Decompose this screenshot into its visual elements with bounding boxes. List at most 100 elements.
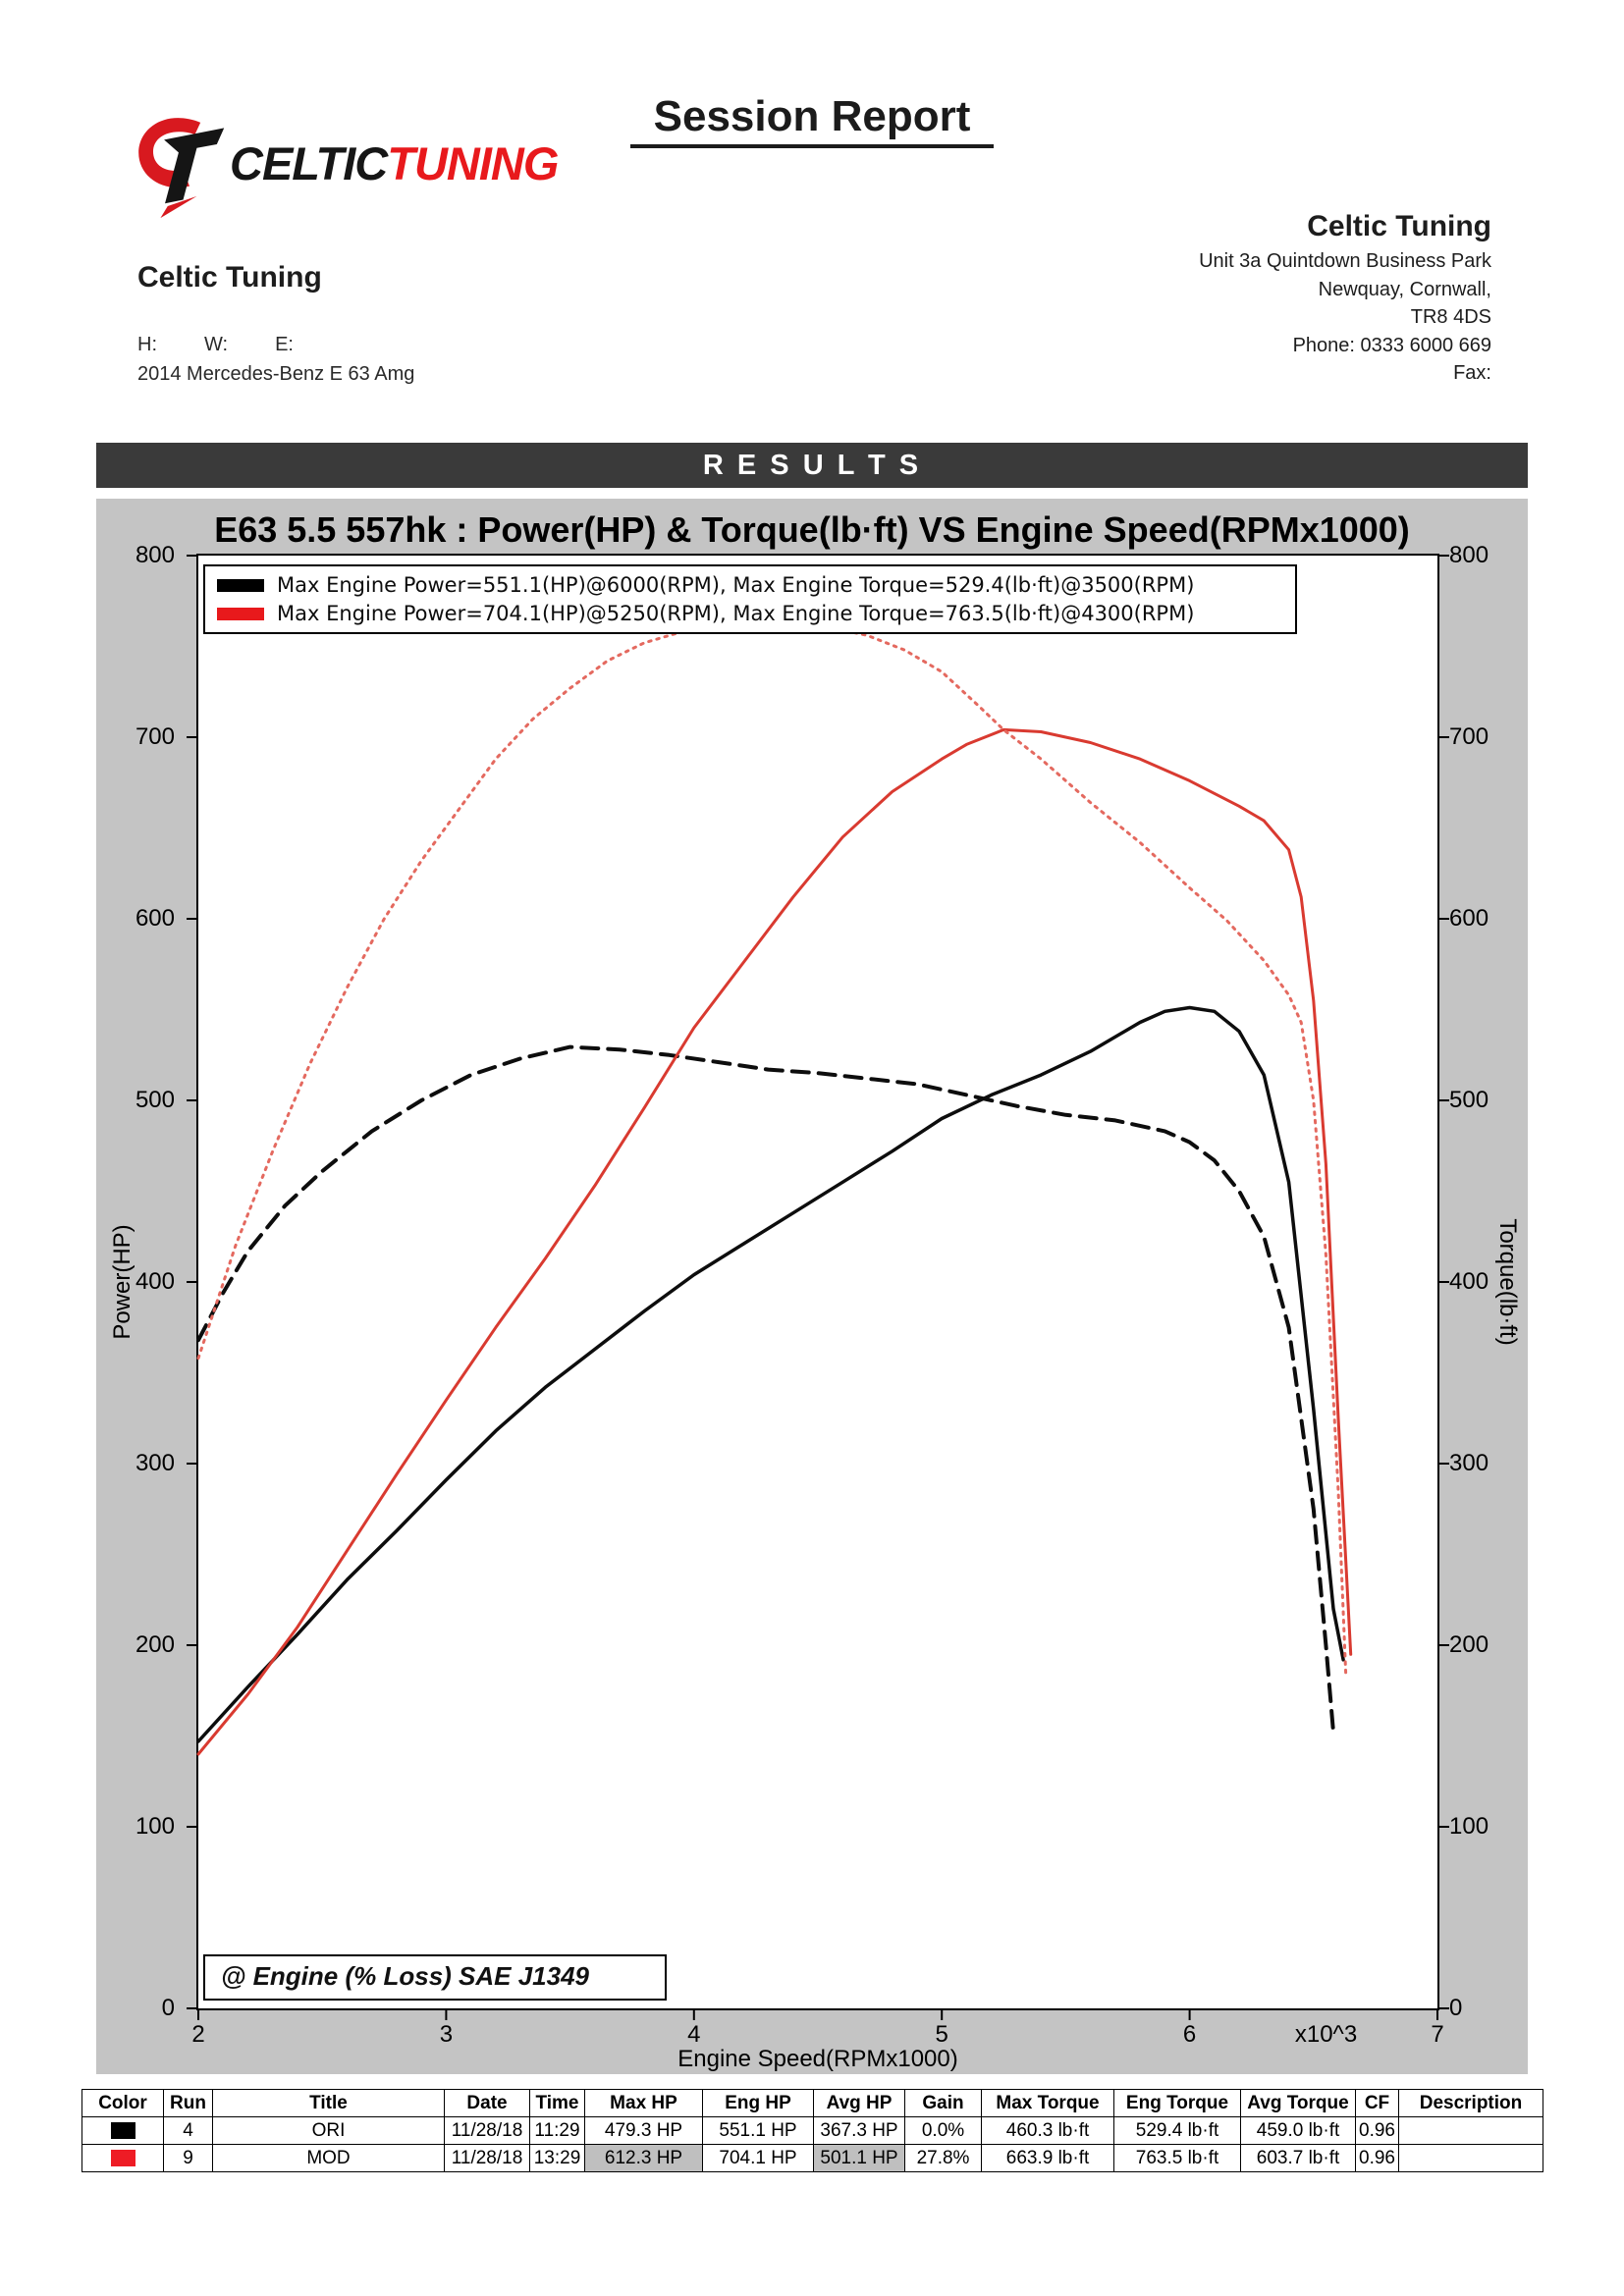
- table-cell: 11/28/18: [444, 2144, 530, 2172]
- results-banner: R E S U L T S: [96, 443, 1528, 488]
- vehicle-name: 2014 Mercedes-Benz E 63 Amg: [137, 363, 415, 385]
- x-axis-label: Engine Speed(RPMx1000): [677, 2046, 958, 2072]
- y-tick-label-right: 600: [1449, 905, 1489, 932]
- table-header-gain: Gain: [904, 2089, 982, 2117]
- table-header-cf: CF: [1355, 2089, 1399, 2117]
- table-cell: 460.3 lb·ft: [981, 2116, 1114, 2145]
- celtic-tuning-emblem-icon: [138, 118, 225, 219]
- y-tick-label-right: 300: [1449, 1450, 1489, 1476]
- table-cell: MOD: [212, 2144, 445, 2172]
- table-cell: [1398, 2116, 1543, 2145]
- y-tick-label-right: 0: [1449, 1995, 1463, 2021]
- curve-ori-power: [196, 1005, 1345, 1743]
- table-cell: 663.9 lb·ft: [981, 2144, 1114, 2172]
- curve-mod-power: [196, 727, 1353, 1756]
- address-line: Newquay, Cornwall,: [1318, 278, 1491, 300]
- x-axis-ticks: 2 3 4 5 6 7 x10^3: [191, 2021, 1443, 2051]
- dyno-chart: E63 5.5 557hk : Power(HP) & Torque(lb·ft…: [96, 499, 1528, 2074]
- legend-label: Max Engine Power=551.1(HP)@6000(RPM), Ma…: [277, 573, 1195, 597]
- dealer-name: Celtic Tuning: [137, 261, 322, 294]
- legend-color-swatch: [217, 607, 264, 620]
- table-header-run: Run: [163, 2089, 213, 2117]
- customer-info-block: Celtic Tuning H: W: E: 2014 Mercedes-Benz …: [137, 261, 414, 386]
- label-h: H:: [137, 334, 157, 355]
- table-header-date: Date: [444, 2089, 530, 2117]
- company-address-lines: Unit 3a Quintdown Business Park Newquay, …: [1199, 247, 1491, 388]
- table-cell: 704.1 HP: [702, 2144, 814, 2172]
- y-tick-label-left: 300: [135, 1450, 175, 1476]
- table-cell: 0.96: [1355, 2144, 1399, 2172]
- brand-celtic: CELTIC: [230, 137, 388, 189]
- table-row-mod: 9 MOD 11/28/18 13:29 612.3 HP 704.1 HP 501.1 H…: [81, 2144, 1543, 2172]
- table-cell: 0.96: [1355, 2116, 1399, 2145]
- table-cell: 763.5 lb·ft: [1113, 2144, 1241, 2172]
- x-tick-label: 4: [687, 2021, 701, 2048]
- table-row-ori: 4 ORI 11/28/18 11:29 479.3 HP 551.1 HP 367.3 H…: [81, 2116, 1543, 2145]
- y-tick-label-right: 400: [1449, 1268, 1489, 1295]
- runs-table: Color Run Title Date Time Max HP Eng HP Avg HP G…: [81, 2089, 1543, 2172]
- curve-ori-torque: [196, 1044, 1335, 1735]
- table-cell: 11:29: [529, 2116, 585, 2145]
- table-header-color: Color: [81, 2089, 164, 2117]
- label-w: W:: [204, 334, 229, 355]
- y-tick-label-left: 0: [161, 1995, 175, 2021]
- legend-entry: Max Engine Power=704.1(HP)@5250(RPM), Ma…: [217, 602, 1283, 625]
- contact-labels: H: W: E:: [137, 334, 414, 356]
- legend-label: Max Engine Power=704.1(HP)@5250(RPM), Ma…: [277, 602, 1195, 625]
- table-cell: 529.4 lb·ft: [1113, 2116, 1241, 2145]
- plot-area: Max Engine Power=551.1(HP)@6000(RPM), Ma…: [187, 554, 1449, 2020]
- address-line: Unit 3a Quintdown Business Park: [1199, 250, 1491, 272]
- chart-legend: Max Engine Power=551.1(HP)@6000(RPM), Ma…: [203, 564, 1297, 634]
- table-cell: 27.8%: [904, 2144, 982, 2172]
- y-tick-label-right: 100: [1449, 1813, 1489, 1840]
- table-cell: 479.3 HP: [584, 2116, 703, 2145]
- table-cell: [81, 2144, 164, 2172]
- address-line: Phone: 0333 6000 669: [1292, 334, 1491, 356]
- table-cell: 603.7 lb·ft: [1240, 2144, 1356, 2172]
- legend-entry: Max Engine Power=551.1(HP)@6000(RPM), Ma…: [217, 573, 1283, 597]
- curve-mod-torque: [196, 620, 1348, 1675]
- y-tick-label-left: 700: [135, 723, 175, 750]
- y-tick-label-right: 800: [1449, 542, 1489, 568]
- table-header-max-torque: Max Torque: [981, 2089, 1114, 2117]
- y-tick-label-left: 200: [135, 1631, 175, 1658]
- table-header-eng-torque: Eng Torque: [1113, 2089, 1241, 2117]
- y-tick-label-left: 800: [135, 542, 175, 568]
- y-tick-label-left: 100: [135, 1813, 175, 1840]
- table-cell: 501.1 HP: [813, 2144, 905, 2172]
- table-cell: 612.3 HP: [584, 2144, 703, 2172]
- table-header-description: Description: [1398, 2089, 1543, 2117]
- table-cell: 9: [163, 2144, 213, 2172]
- y-tick-label-left: 600: [135, 905, 175, 932]
- y-axis-ticks-left: 0 100 200 300 400 500 600 700 800: [96, 542, 187, 2021]
- celtic-tuning-logo: CELTICTUNING: [128, 108, 559, 219]
- chart-title: E63 5.5 557hk : Power(HP) & Torque(lb·ft…: [214, 509, 1410, 550]
- table-cell: 551.1 HP: [702, 2116, 814, 2145]
- x-tick-label: 7: [1431, 2021, 1444, 2048]
- table-cell: [1398, 2144, 1543, 2172]
- company-name: Celtic Tuning: [1307, 210, 1491, 242]
- y-tick-label-right: 200: [1449, 1631, 1489, 1658]
- page-title-text: Session Report: [629, 92, 995, 148]
- dyno-curves: [187, 555, 1449, 2020]
- company-address-block: Celtic Tuning Unit 3a Quintdown Business…: [1199, 210, 1491, 388]
- table-cell: ORI: [212, 2116, 445, 2145]
- address-line: Fax:: [1453, 362, 1491, 385]
- address-line: TR8 4DS: [1410, 306, 1491, 329]
- chart-annotation: @ Engine (% Loss) SAE J1349: [203, 1954, 667, 2001]
- y-tick-label-left: 500: [135, 1087, 175, 1113]
- y-tick-label-right: 500: [1449, 1087, 1489, 1113]
- y-tick-label-left: 400: [135, 1268, 175, 1295]
- run-color-swatch: [110, 2149, 135, 2166]
- celtic-tuning-wordmark: CELTICTUNING: [230, 136, 559, 190]
- label-e: E:: [275, 334, 294, 355]
- table-header-avg-hp: Avg HP: [813, 2089, 905, 2117]
- x-tick-label: 2: [191, 2021, 205, 2048]
- x-tick-label: 6: [1182, 2021, 1197, 2048]
- x-axis-multiplier: x10^3: [1294, 2021, 1358, 2048]
- table-cell: 11/28/18: [444, 2116, 530, 2145]
- table-cell: 0.0%: [904, 2116, 982, 2145]
- table-header-avg-torque: Avg Torque: [1240, 2089, 1356, 2117]
- table-cell: 459.0 lb·ft: [1240, 2116, 1356, 2145]
